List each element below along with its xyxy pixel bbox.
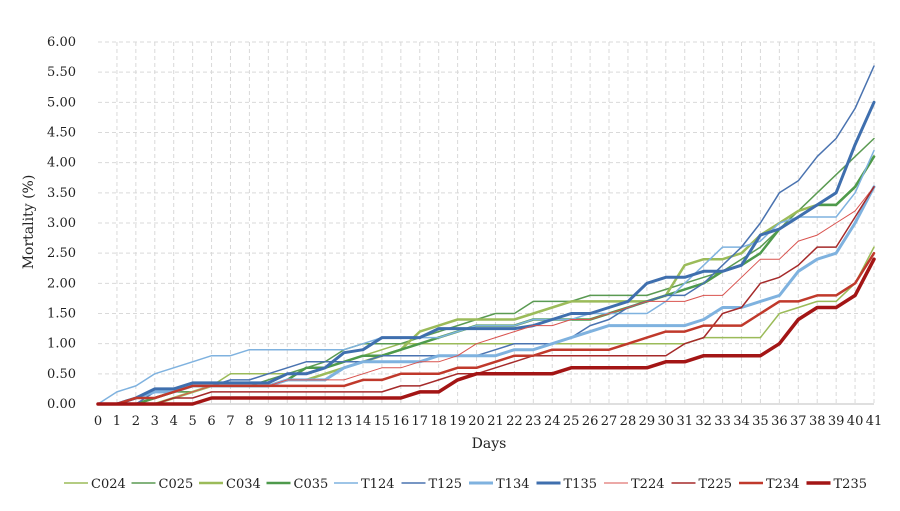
legend-label-c025: C025	[159, 477, 194, 492]
series-line-t234	[96, 251, 876, 406]
y-tick-label: 4.50	[47, 126, 76, 141]
x-tick-label: 14	[355, 414, 372, 429]
x-tick-label: 10	[279, 414, 296, 429]
y-tick-labels: 0.00 0.50 1.00 1.50 2.00 2.50 3.00 3.50 4.00 4.50…	[47, 35, 76, 412]
x-tick-label: 25	[563, 414, 580, 429]
legend-label-t224: T224	[631, 477, 664, 492]
y-tick-label: 1.50	[47, 307, 76, 322]
x-tick-label: 20	[468, 414, 485, 429]
grid-lines	[98, 41, 875, 404]
x-tick-label: 33	[714, 414, 731, 429]
x-tick-label: 29	[639, 414, 656, 429]
series-line-c024	[97, 246, 875, 405]
legend-label-c034: C034	[226, 477, 261, 492]
x-tick-label: 34	[733, 414, 750, 429]
x-tick-label: 27	[601, 414, 618, 429]
series-line-t135	[96, 100, 876, 406]
x-tick-label: 36	[771, 414, 788, 429]
series-line-c034	[96, 155, 876, 406]
legend-label-t134: T134	[496, 477, 529, 492]
y-tick-label: 3.00	[47, 216, 76, 231]
y-tick-label: 5.00	[47, 95, 76, 110]
x-tick-label: 17	[411, 414, 428, 429]
x-tick-label: 11	[298, 414, 315, 429]
x-tick-label: 28	[620, 414, 637, 429]
x-tick-label: 7	[226, 414, 234, 429]
x-tick-label: 3	[151, 414, 159, 429]
x-tick-label: 23	[525, 414, 542, 429]
x-tick-label: 2	[132, 414, 140, 429]
y-tick-label: 1.00	[47, 337, 76, 352]
series-lines	[96, 65, 876, 406]
legend-label-c024: C024	[91, 477, 126, 492]
x-tick-label: 12	[317, 414, 334, 429]
legend-label-t235: T235	[834, 477, 867, 492]
x-tick-label: 41	[866, 414, 883, 429]
y-tick-label: 0.00	[47, 397, 76, 412]
x-tick-label: 26	[582, 414, 599, 429]
x-tick-label: 6	[207, 414, 215, 429]
y-tick-label: 2.00	[47, 276, 76, 291]
x-tick-label: 15	[374, 414, 391, 429]
x-tick-label: 13	[336, 414, 353, 429]
x-tick-label: 24	[544, 414, 561, 429]
legend-label-t124: T124	[361, 477, 394, 492]
legend-label-t125: T125	[429, 477, 462, 492]
y-tick-label: 4.00	[47, 156, 76, 171]
x-tick-label: 16	[393, 414, 410, 429]
y-tick-label: 3.50	[47, 186, 76, 201]
x-tick-label: 32	[695, 414, 712, 429]
series-line-c035	[96, 155, 876, 406]
x-tick-label: 22	[506, 414, 523, 429]
x-tick-label: 37	[790, 414, 807, 429]
x-tick-label: 39	[828, 414, 845, 429]
x-axis-title: Days	[472, 436, 507, 452]
x-tick-labels: 0 1 2 3 4 5 6 7 8 9 10 11 12 13 14 15 16 17 18 19 20 21 22 23 24…	[94, 414, 882, 429]
x-tick-label: 9	[264, 414, 272, 429]
x-tick-label: 8	[245, 414, 253, 429]
legend-label-t234: T234	[766, 477, 799, 492]
series-line-t225	[97, 186, 875, 405]
x-tick-label: 40	[847, 414, 864, 429]
x-tick-label: 4	[170, 414, 178, 429]
y-tick-label: 0.50	[47, 367, 76, 382]
x-tick-label: 18	[430, 414, 447, 429]
x-tick-label: 35	[752, 414, 769, 429]
series-line-t125	[97, 65, 875, 405]
x-tick-label: 31	[676, 414, 693, 429]
x-tick-label: 21	[487, 414, 504, 429]
legend: C024 C025 C034 C035 T124 T125 T134 T135 T224 T225…	[64, 477, 867, 492]
x-tick-label: 0	[94, 414, 102, 429]
y-axis-title: Mortality (%)	[21, 175, 37, 270]
y-tick-label: 6.00	[47, 35, 76, 50]
x-tick-label: 1	[113, 414, 121, 429]
legend-label-c035: C035	[294, 477, 329, 492]
x-tick-label: 30	[658, 414, 675, 429]
series-line-t124	[97, 149, 875, 405]
x-tick-label: 5	[188, 414, 196, 429]
legend-label-t135: T135	[564, 477, 597, 492]
y-tick-label: 5.50	[47, 65, 76, 80]
y-tick-label: 2.50	[47, 246, 76, 261]
legend-label-t225: T225	[699, 477, 732, 492]
series-line-t235	[96, 257, 876, 406]
x-tick-label: 38	[809, 414, 826, 429]
x-tick-label: 19	[449, 414, 466, 429]
